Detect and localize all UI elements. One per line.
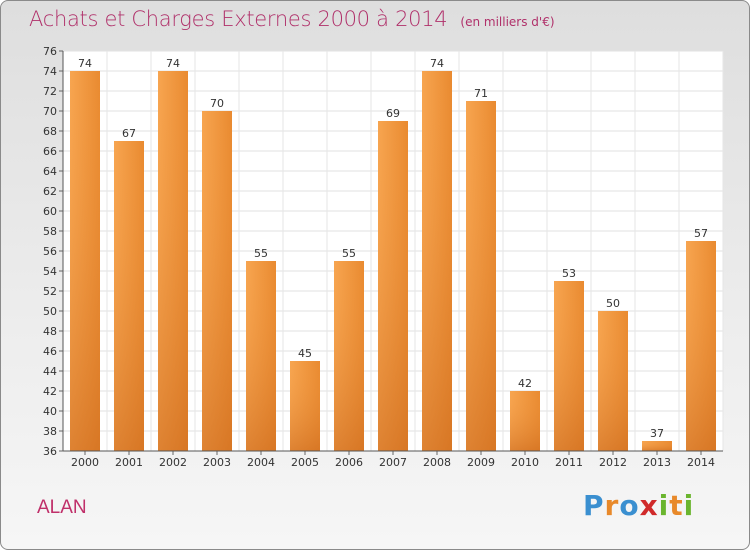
bar-value-label: 42 xyxy=(518,377,532,390)
bar-value-label: 57 xyxy=(694,227,708,240)
bar-shade xyxy=(158,71,188,451)
y-tick-label: 54 xyxy=(43,265,57,278)
logo-letter: r xyxy=(604,489,620,522)
bar-value-label: 71 xyxy=(474,87,488,100)
x-tick-label: 2002 xyxy=(159,456,187,469)
x-tick-label: 2003 xyxy=(203,456,231,469)
bar-value-label: 67 xyxy=(122,127,136,140)
bar-shade xyxy=(334,261,364,451)
y-tick-label: 62 xyxy=(43,185,57,198)
logo-letter: t xyxy=(669,489,684,522)
logo-letter: P xyxy=(583,489,605,522)
y-tick-label: 48 xyxy=(43,325,57,338)
bar-value-label: 55 xyxy=(254,247,268,260)
bar-value-label: 55 xyxy=(342,247,356,260)
bar-value-label: 70 xyxy=(210,97,224,110)
x-tick-label: 2005 xyxy=(291,456,319,469)
bar-shade xyxy=(598,311,628,451)
bar-value-label: 53 xyxy=(562,267,576,280)
y-tick-label: 40 xyxy=(43,405,57,418)
proxiti-logo: Proxiti xyxy=(583,489,694,522)
y-tick-label: 60 xyxy=(43,205,57,218)
logo-letter: o xyxy=(619,489,640,522)
x-tick-label: 2013 xyxy=(643,456,671,469)
x-tick-label: 2004 xyxy=(247,456,275,469)
bar-shade xyxy=(378,121,408,451)
x-tick-label: 2001 xyxy=(115,456,143,469)
bar-shade xyxy=(246,261,276,451)
x-tick-label: 2008 xyxy=(423,456,451,469)
x-tick-label: 2010 xyxy=(511,456,539,469)
commune-name: ALAN xyxy=(37,497,87,518)
bar-value-label: 74 xyxy=(78,57,92,70)
x-tick-label: 2014 xyxy=(687,456,715,469)
bar-value-label: 69 xyxy=(386,107,400,120)
bar-shade xyxy=(510,391,540,451)
y-tick-label: 46 xyxy=(43,345,57,358)
y-tick-label: 56 xyxy=(43,245,57,258)
axis-layer: 36 38 40 42 44 46 48 50 52 54 56 58 60 62 64 66 68 70 72 74… xyxy=(43,45,723,469)
chart-title-block: Achats et Charges Externes 2000 à 2014 (… xyxy=(29,7,555,31)
y-tick-label: 72 xyxy=(43,85,57,98)
bar-value-label: 37 xyxy=(650,427,664,440)
y-tick-label: 64 xyxy=(43,165,57,178)
bar-shade xyxy=(686,241,716,451)
x-tick-label: 2000 xyxy=(71,456,99,469)
x-tick-label: 2009 xyxy=(467,456,495,469)
bar-shade xyxy=(422,71,452,451)
y-tick-label: 58 xyxy=(43,225,57,238)
bar-shade xyxy=(202,111,232,451)
bar-value-label: 74 xyxy=(430,57,444,70)
y-tick-label: 50 xyxy=(43,305,57,318)
logo-letter: i xyxy=(658,489,670,522)
bar-value-label: 45 xyxy=(298,347,312,360)
y-tick-label: 66 xyxy=(43,145,57,158)
bar-shade xyxy=(290,361,320,451)
bar-shade xyxy=(554,281,584,451)
y-tick-label: 36 xyxy=(43,445,57,458)
y-tick-label: 68 xyxy=(43,125,57,138)
chart-unit: (en milliers d'€) xyxy=(460,15,555,29)
bar-shade xyxy=(70,71,100,451)
y-tick-label: 70 xyxy=(43,105,57,118)
logo-letter: x xyxy=(639,489,659,522)
y-tick-label: 44 xyxy=(43,365,57,378)
bar-value-label: 74 xyxy=(166,57,180,70)
bars-layer: 74 67 74 70 55 45 55 69 74 71 42 53 50 37 57 xyxy=(70,57,716,451)
y-tick-label: 38 xyxy=(43,425,57,438)
x-tick-label: 2006 xyxy=(335,456,363,469)
bar-shade xyxy=(114,141,144,451)
y-tick-label: 76 xyxy=(43,45,57,58)
x-tick-label: 2012 xyxy=(599,456,627,469)
y-tick-label: 42 xyxy=(43,385,57,398)
y-tick-label: 52 xyxy=(43,285,57,298)
bar-shade xyxy=(642,441,672,451)
chart-title: Achats et Charges Externes 2000 à 2014 xyxy=(29,7,448,31)
bar-shade xyxy=(466,101,496,451)
bar-value-label: 50 xyxy=(606,297,620,310)
x-tick-label: 2007 xyxy=(379,456,407,469)
logo-letter: i xyxy=(683,489,695,522)
x-tick-label: 2011 xyxy=(555,456,583,469)
y-tick-label: 74 xyxy=(43,65,57,78)
